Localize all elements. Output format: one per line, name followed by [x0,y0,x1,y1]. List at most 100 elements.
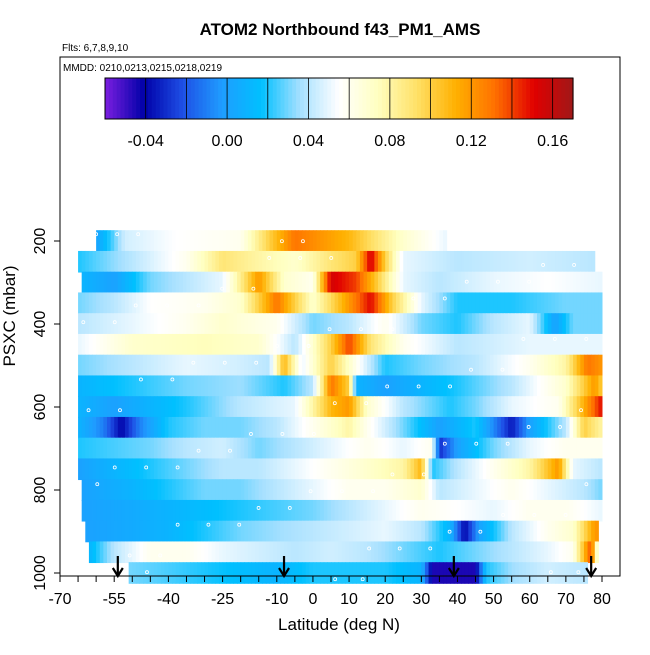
heatmap-cell [143,354,148,377]
heatmap-cell [233,396,238,418]
heatmap-cell [334,271,339,294]
heatmap-cell [482,437,487,460]
heatmap-cell [117,354,122,377]
heatmap-cell [280,271,285,294]
heatmap-cell [331,230,336,252]
heatmap-cell [515,541,520,564]
heatmap-cell [229,520,234,543]
colorbar-swatch [163,78,168,119]
heatmap-cell [388,562,393,584]
sample-marker [127,553,132,558]
heatmap-cell [388,250,393,273]
heatmap-cell [356,333,361,356]
colorbar-swatch [272,78,278,119]
heatmap-cell [508,479,513,501]
heatmap-cell [381,541,386,564]
heatmap-cell [414,313,419,335]
heatmap-cell [211,541,216,564]
heatmap-cell [237,416,242,439]
heatmap-cell [197,271,202,294]
heatmap-cell [237,562,242,584]
heatmap-cell [215,541,220,564]
heatmap-cell [370,250,375,273]
heatmap-cell [247,354,253,377]
heatmap-cell [157,354,162,377]
colorbar-swatch [171,78,176,119]
heatmap-cell [96,271,101,294]
heatmap-cell [157,271,162,294]
heatmap-cell [222,416,227,439]
sample-marker [175,522,180,527]
heatmap-cell [573,375,578,398]
heatmap-cell [363,271,368,294]
heatmap-cell [497,396,502,418]
heatmap-cell [132,458,137,481]
heatmap-cell [583,292,589,315]
heatmap-cell [356,479,361,501]
heatmap-cell [128,541,133,564]
heatmap-cell [583,520,589,543]
heatmap-cell [251,458,256,481]
heatmap-cell [78,375,83,398]
heatmap-cell [511,333,516,356]
heatmap-cell [580,562,585,584]
heatmap-cell [215,562,220,584]
heatmap-cell [106,354,112,377]
heatmap-cell [551,499,556,522]
colorbar-swatch [112,78,118,119]
heatmap-cell [135,520,140,543]
heatmap-cell [569,292,574,315]
heatmap-cell [493,541,498,564]
colorbar-swatch [487,78,492,119]
x-tick-label: -40 [157,591,180,608]
heatmap-cell [175,292,180,315]
heatmap-cell [392,479,397,501]
heatmap-cell [237,354,242,377]
heatmap-cell [489,271,495,294]
heatmap-cell [114,416,119,439]
heatmap-cell [468,271,473,294]
heatmap-cell [103,333,108,356]
heatmap-cell [417,437,422,460]
heatmap-cell [482,499,487,522]
heatmap-cell [569,562,574,584]
heatmap-cell [298,333,303,356]
heatmap-cell [164,250,169,273]
sample-marker [505,441,510,446]
colorbar-swatch [237,78,243,119]
heatmap-cell [583,396,589,418]
colorbar-swatch [358,78,363,119]
heatmap-cell [504,458,509,481]
heatmap-cell [522,520,527,543]
heatmap-cell [482,520,487,543]
heatmap-cell [529,250,534,273]
heatmap-cell [88,396,94,418]
heatmap-cell [526,499,531,522]
heatmap-cell [200,458,206,481]
heatmap-cell [284,292,289,315]
heatmap-cell [211,437,216,460]
heatmap-cell [291,375,296,398]
heatmap-cell [240,562,245,584]
heatmap-cell [244,333,249,356]
heatmap-cell [396,437,401,460]
heatmap-cell [294,396,299,418]
heatmap-cell [269,541,274,564]
heatmap-cell [240,499,245,522]
heatmap-cell [388,354,393,377]
heatmap-cell [356,375,361,398]
heatmap-cell [320,479,325,501]
heatmap-cell [312,313,318,335]
heatmap-cell [182,458,187,481]
heatmap-cell [338,562,343,584]
colorbar-tick-label: 0.08 [374,133,405,150]
heatmap-cell [229,313,234,335]
heatmap-cell [182,271,187,294]
heatmap-cell [573,416,578,439]
heatmap-cell [287,271,292,294]
heatmap-cell [363,250,368,273]
heatmap-cell [172,541,177,564]
heatmap-cell [237,396,242,418]
heatmap-cell [193,437,198,460]
heatmap-cell [562,333,567,356]
